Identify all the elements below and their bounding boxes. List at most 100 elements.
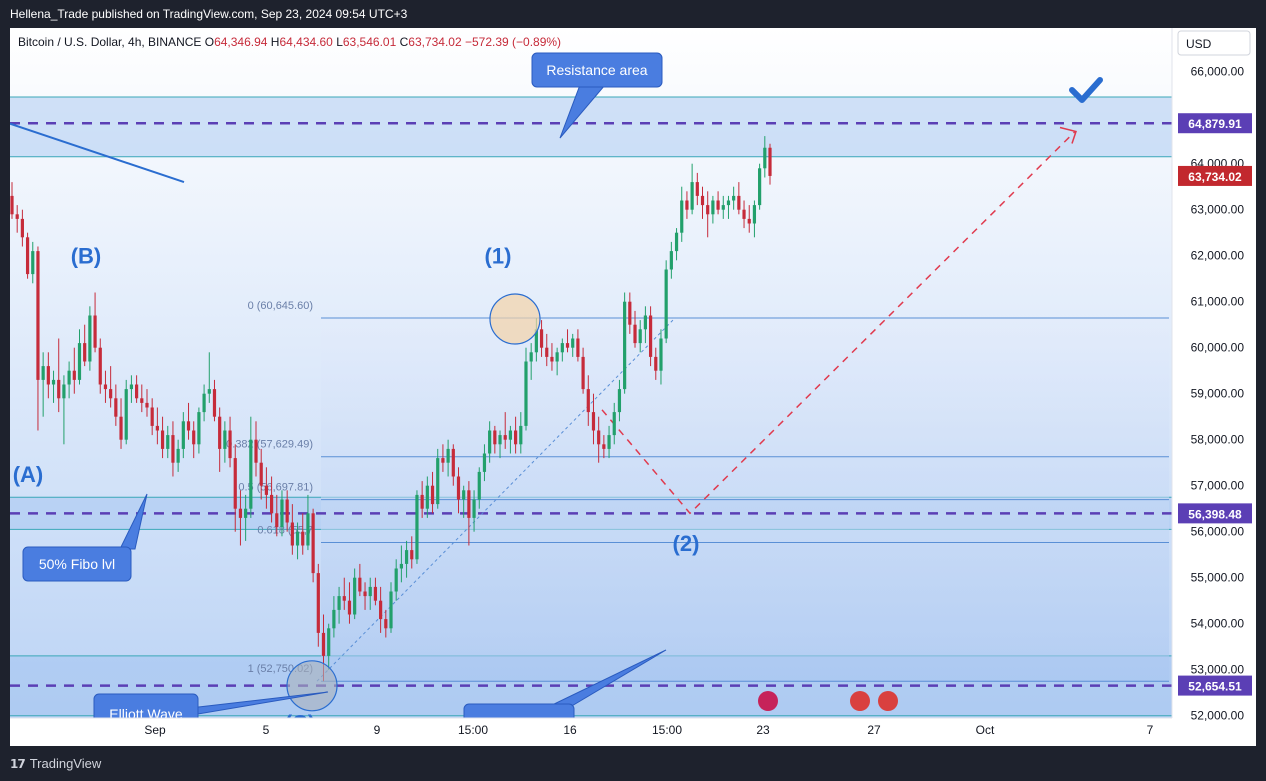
candle-up [67, 370, 71, 385]
candle-down [410, 550, 414, 560]
candle-up [462, 490, 466, 500]
candle-up [721, 205, 725, 210]
fib-level-label: 0.382 (57,629.49) [226, 439, 313, 451]
candle-down [285, 499, 289, 523]
candle-down [321, 632, 326, 656]
candle-down [456, 476, 461, 500]
candle-up [337, 596, 341, 610]
candle-down [602, 444, 606, 449]
candle-up [607, 435, 611, 449]
candle-up [436, 458, 440, 505]
us-flag-event-icon[interactable] [878, 691, 898, 711]
candle-down [430, 485, 435, 505]
candle-up [488, 430, 492, 454]
candle-down [441, 458, 445, 463]
candle-down [212, 389, 217, 417]
change-value: −572.39 (−0.89%) [465, 35, 561, 49]
price-tick-label: 66,000.00 [1191, 65, 1245, 79]
high-label: H [271, 35, 280, 49]
candle-down [98, 347, 102, 385]
candle-up [295, 531, 300, 546]
checkmark-icon [1069, 77, 1103, 103]
tradingview-logo[interactable]: 𝟭𝟳 TradingView [10, 756, 101, 771]
wave-label: (1) [485, 244, 512, 269]
candle-down [228, 430, 232, 459]
candle-down [83, 343, 87, 362]
candle-up [327, 628, 331, 656]
candle-down [747, 218, 751, 224]
candle-up [197, 412, 201, 445]
candle-down [648, 315, 653, 357]
candle-down [259, 462, 263, 486]
fibo-callout [22, 546, 132, 582]
candle-down [36, 251, 40, 380]
wave-label: (A) [13, 462, 44, 487]
candle-up [638, 329, 642, 344]
candle-down [155, 425, 159, 431]
candle-down [192, 430, 196, 445]
candle-down [25, 237, 30, 275]
price-tick-label: 52,000.00 [1191, 709, 1245, 723]
candle-up [77, 343, 82, 380]
price-tick-label: 54,000.00 [1191, 617, 1245, 631]
candle-down [586, 389, 590, 413]
us-flag-event-icon[interactable] [850, 691, 870, 711]
low-value: 63,546.01 [343, 35, 400, 49]
candle-down [358, 577, 362, 592]
price-axis-background [1172, 28, 1256, 746]
candle-down [695, 182, 699, 196]
candle-down [109, 389, 113, 399]
wave-label: (B) [71, 244, 102, 269]
footer: 𝟭𝟳 TradingView [0, 747, 1266, 781]
candle-up [752, 205, 757, 224]
symbol-legend: Bitcoin / U.S. Dollar, 4h, BINANCE O64,3… [18, 35, 561, 49]
candle-up [399, 563, 403, 569]
candle-up [166, 435, 170, 449]
candle-up [394, 568, 398, 592]
price-tick-label: 63,000.00 [1191, 203, 1245, 217]
candle-up [763, 147, 767, 169]
symbol-name: Bitcoin / U.S. Dollar, 4h, BINANCE [18, 35, 205, 49]
candle-up [353, 577, 357, 615]
candle-down [145, 402, 149, 408]
high-value: 64,434.60 [279, 35, 336, 49]
candle-down [700, 195, 705, 206]
candle-up [124, 389, 128, 440]
candle-down [550, 356, 554, 362]
price-tag-label: 56,398.48 [1188, 507, 1242, 521]
candle-down [301, 531, 305, 546]
time-tick-label: Sep [144, 723, 166, 737]
candle-down [150, 407, 154, 426]
candle-up [306, 513, 310, 546]
time-tick-label: 9 [374, 723, 381, 737]
candle-up [643, 315, 647, 330]
candle-down [72, 370, 76, 380]
candle-up [129, 384, 134, 390]
wave-c-highlight-circle [286, 660, 338, 712]
candle-up [404, 550, 409, 564]
price-tick-label: 62,000.00 [1191, 249, 1245, 263]
fib-level-label: 0 (60,645.60) [248, 300, 313, 312]
candle-up [664, 269, 668, 339]
candle-down [451, 448, 455, 477]
fib-level-label: 0.618 (55,7 [257, 524, 313, 536]
fibo-callout-label: 50% Fibo lvl [39, 556, 115, 572]
price-tick-label: 59,000.00 [1191, 387, 1245, 401]
candle-down [716, 200, 720, 210]
candle-down [20, 218, 24, 238]
candle-down [654, 356, 658, 371]
crypto-event-icon[interactable] [758, 691, 778, 711]
fib-anchor-line [316, 317, 676, 682]
candle-up [711, 200, 715, 215]
fib-level-label: 0.5 (56,697.81) [238, 482, 313, 494]
currency-button[interactable] [1177, 30, 1251, 56]
price-tag-label: 52,654.51 [1188, 680, 1242, 694]
candle-up [477, 471, 481, 500]
time-tick-label: 15:00 [458, 723, 488, 737]
candlestick-chart[interactable]: 0 (60,645.60) 0.382 (57,629.49) 0.5 (56,69… [9, 28, 1256, 746]
candle-up [524, 361, 528, 426]
candle-down [384, 619, 388, 629]
candle-down [254, 439, 258, 463]
candle-up [389, 591, 393, 629]
candle-down [342, 596, 346, 601]
